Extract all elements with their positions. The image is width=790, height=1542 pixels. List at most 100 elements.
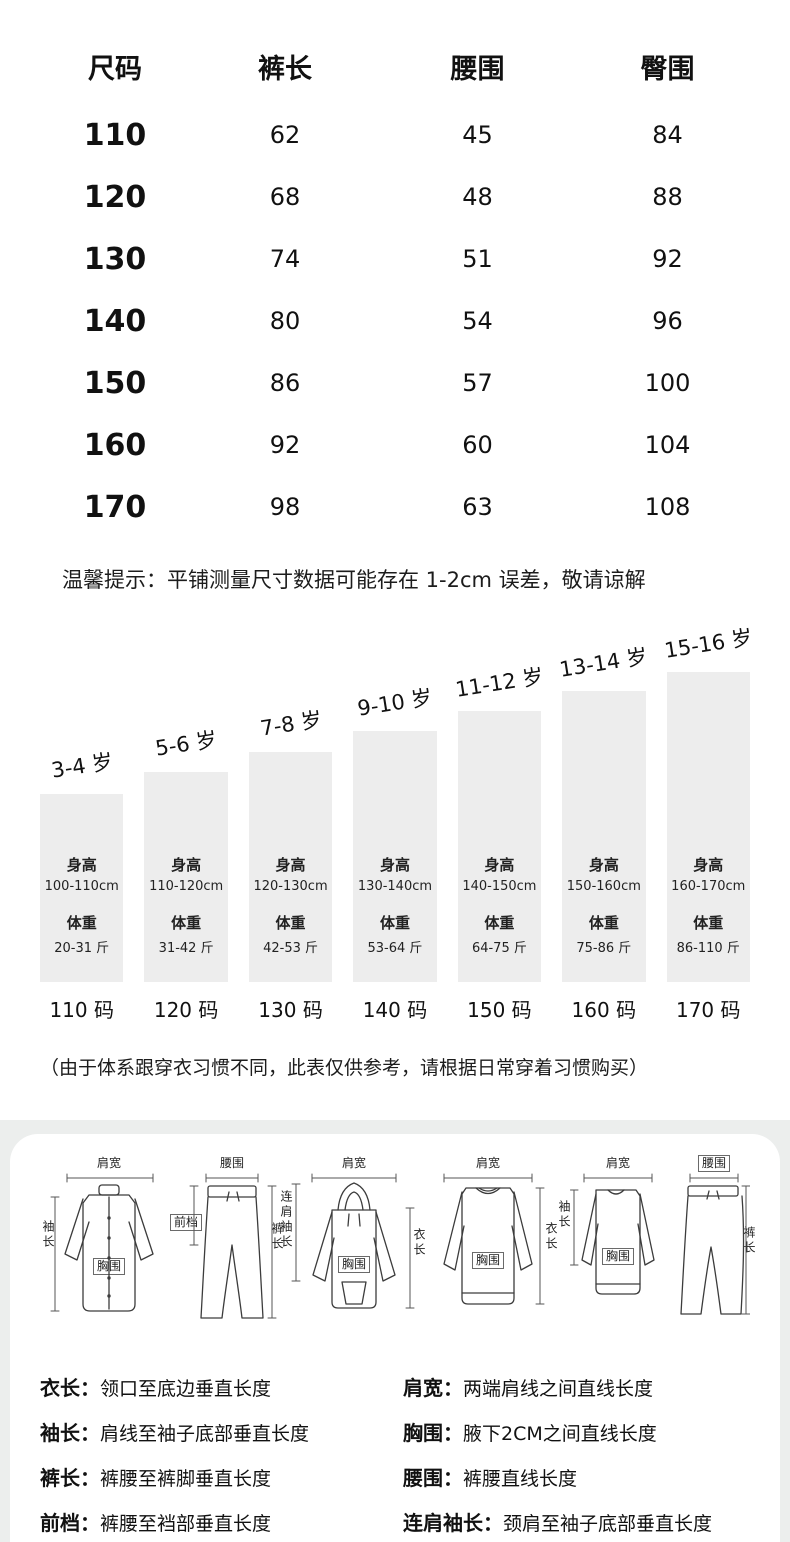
bar-size-label: 120 码 — [153, 998, 219, 1022]
cell-waist: 51 — [462, 245, 493, 273]
table-row: 120 68 48 88 — [40, 166, 790, 228]
definition-desc: 腋下2CM之间直线长度 — [463, 1423, 657, 1445]
table-row: 170 98 63 108 — [40, 476, 790, 538]
cell-waist: 57 — [462, 369, 493, 397]
table-row: 160 92 60 104 — [40, 414, 790, 476]
step-bar: 身高 140-150cm 体重 64-75 斤 — [457, 711, 542, 982]
definition-desc: 裤腰直线长度 — [463, 1468, 578, 1490]
height-label: 身高 — [693, 856, 724, 874]
cell-waist: 63 — [462, 493, 493, 521]
definition-sleeve-length: 袖长：肩线至袖子底部垂直长度 — [40, 1417, 395, 1446]
weight-label: 体重 — [66, 914, 97, 932]
age-label: 13-14 岁 — [558, 644, 650, 682]
cell-pants-length: 98 — [269, 493, 301, 521]
height-range: 120-130cm — [253, 879, 328, 894]
definition-desc: 两端肩线之间直线长度 — [463, 1378, 654, 1400]
weight-label: 体重 — [588, 914, 619, 932]
definition-term: 袖长： — [40, 1421, 100, 1445]
bar-size-label: 160 码 — [571, 998, 637, 1022]
weight-label: 体重 — [171, 914, 202, 932]
age-step-column: 3-4 岁 身高 100-110cm 体重 20-31 斤 110 码 — [40, 749, 124, 1023]
step-bar: 身高 150-160cm 体重 75-86 斤 — [562, 691, 646, 982]
weight-label: 体重 — [693, 914, 724, 932]
height-range: 140-150cm — [462, 879, 537, 894]
definition-desc: 领口至底边垂直长度 — [100, 1378, 272, 1400]
garment-length-label: 衣长 — [544, 1222, 558, 1252]
cell-size: 170 — [83, 489, 147, 525]
jacket-sketch-icon — [50, 1173, 154, 1312]
weight-range: 42-53 斤 — [263, 941, 319, 956]
age-label: 3-4 岁 — [49, 749, 115, 783]
weight-range: 20-31 斤 — [54, 941, 110, 956]
card-background-area: 肩宽 袖长 胸围 — [0, 1120, 790, 1542]
step-bar: 身高 110-120cm 体重 31-42 斤 — [144, 772, 228, 982]
definition-desc: 颈肩至袖子底部垂直长度 — [503, 1513, 713, 1535]
height-range: 110-120cm — [149, 879, 224, 894]
weight-range: 86-110 斤 — [676, 941, 740, 956]
definition-desc: 肩线至袖子底部垂直长度 — [100, 1423, 310, 1445]
height-label: 身高 — [379, 856, 410, 874]
table-header-row: 尺码 裤长 腰围 臀围 — [40, 34, 790, 98]
cell-pants-length: 62 — [269, 121, 301, 149]
definition-front-rise: 前档：裤腰至裆部垂直长度 — [40, 1507, 395, 1536]
cell-size: 150 — [83, 365, 147, 401]
shoulder-width-label: 肩宽 — [475, 1156, 501, 1170]
shoulder-width-label: 肩宽 — [96, 1156, 122, 1170]
cell-hip: 104 — [644, 431, 691, 459]
age-step-column: 7-8 岁 身高 120-130cm 体重 42-53 斤 130 码 — [248, 707, 333, 1023]
weight-range: 53-64 斤 — [367, 941, 423, 956]
pants-length-label: 裤长 — [270, 1222, 284, 1252]
definition-shoulder-width: 肩宽：两端肩线之间直线长度 — [403, 1372, 750, 1401]
weight-label: 体重 — [275, 914, 306, 932]
header-hip: 臀围 — [640, 53, 695, 85]
garment-length-label: 衣长 — [412, 1228, 426, 1258]
size-table: 尺码 裤长 腰围 臀围 110 62 45 84 120 68 48 88 13… — [0, 0, 790, 538]
table-row: 130 74 51 92 — [40, 228, 790, 290]
raglan-sleeve-length-label: 连肩袖长 — [279, 1190, 293, 1250]
shoulder-width-label: 肩宽 — [605, 1156, 631, 1170]
reference-disclaimer: （由于体系跟穿衣习惯不同，此表仅供参考，请根据日常穿着习惯购买） — [40, 1057, 649, 1079]
chest-label: 胸围 — [601, 1248, 635, 1265]
height-label: 身高 — [66, 856, 97, 874]
cell-size: 120 — [83, 179, 147, 215]
bar-size-label: 150 码 — [467, 998, 532, 1022]
height-label: 身高 — [171, 856, 202, 874]
pants-sketch-icon — [189, 1173, 277, 1319]
cell-size: 140 — [83, 303, 147, 339]
definition-desc: 裤腰至裆部垂直长度 — [100, 1513, 272, 1535]
definition-term: 衣长： — [40, 1376, 100, 1400]
definition-term: 腰围： — [403, 1466, 463, 1490]
outfit-sketch-icon — [570, 1173, 750, 1315]
age-label: 9-10 岁 — [356, 685, 435, 721]
bar-size-label: 140 码 — [362, 998, 428, 1022]
cell-waist: 45 — [462, 121, 493, 149]
cell-hip: 100 — [644, 369, 691, 397]
definition-term: 裤长： — [40, 1466, 100, 1490]
weight-range: 31-42 斤 — [158, 941, 214, 956]
jacket-diagram: 肩宽 袖长 胸围 — [40, 1156, 178, 1356]
cell-waist: 48 — [462, 183, 493, 211]
bar-size-label: 170 码 — [675, 998, 741, 1022]
definition-raglan-sleeve-length: 连肩袖长：颈肩至袖子底部垂直长度 — [403, 1507, 750, 1536]
outfit-diagram: 肩宽 腰围 袖长 胸围 裤长 — [554, 1155, 756, 1356]
height-range: 100-110cm — [44, 879, 119, 894]
hoodie-diagram: 肩宽 连肩袖长 胸围 衣长 — [278, 1156, 426, 1356]
age-step-column: 13-14 岁 身高 150-160cm 体重 75-86 斤 160 码 — [558, 644, 649, 1023]
cell-pants-length: 68 — [269, 183, 301, 211]
cell-pants-length: 74 — [269, 245, 301, 273]
height-range: 160-170cm — [671, 879, 746, 894]
step-bar: 身高 160-170cm 体重 86-110 斤 — [666, 672, 750, 982]
age-label: 11-12 岁 — [453, 664, 546, 702]
sleeve-length-label: 袖长 — [41, 1220, 55, 1250]
age-step-column: 11-12 岁 身高 140-150cm 体重 64-75 斤 150 码 — [454, 664, 545, 1023]
cell-size: 110 — [83, 117, 147, 153]
cell-hip: 96 — [652, 307, 683, 335]
cell-size: 130 — [83, 241, 147, 277]
bar-size-label: 110 码 — [49, 998, 114, 1022]
cell-hip: 108 — [644, 493, 691, 521]
definition-term: 前档： — [40, 1511, 100, 1535]
sweater-sketch-icon — [443, 1173, 545, 1305]
bar-size-label: 130 码 — [258, 998, 323, 1022]
height-range: 150-160cm — [566, 879, 641, 894]
weight-range: 75-86 斤 — [576, 941, 632, 956]
